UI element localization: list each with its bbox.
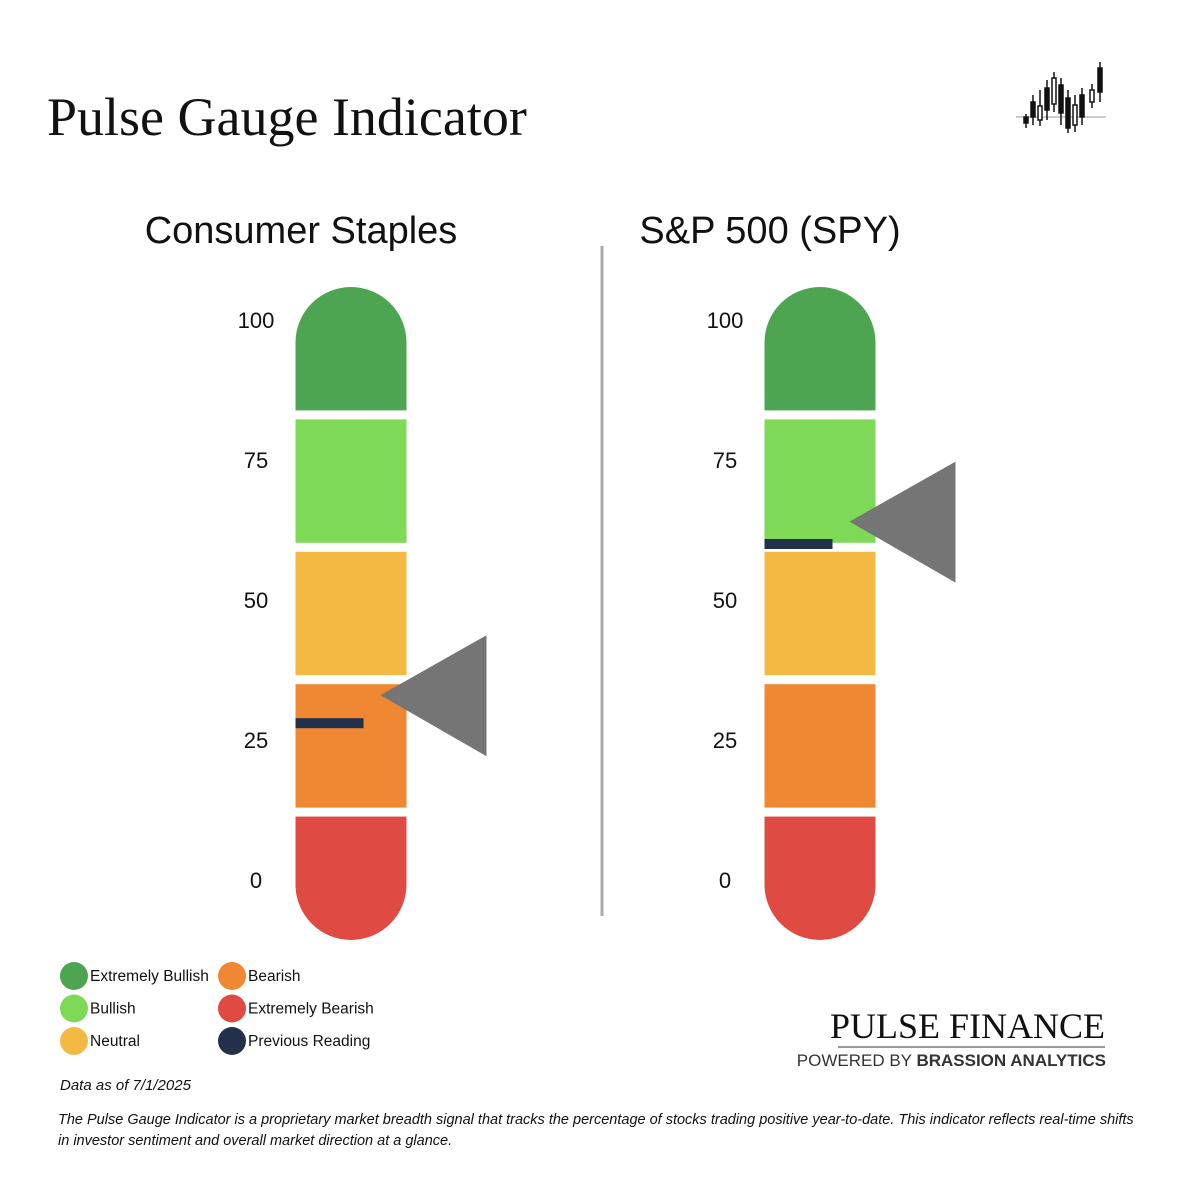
pointer: [380, 635, 487, 757]
legend-swatch: [60, 962, 88, 990]
gauge-band: [764, 551, 876, 676]
legend-label: Bearish: [248, 968, 301, 985]
legend-label: Previous Reading: [248, 1033, 370, 1050]
pointer: [849, 461, 956, 583]
legend-swatch: [218, 1027, 246, 1055]
date-note: Data as of 7/1/2025: [60, 1077, 192, 1094]
gauge-band: [295, 287, 407, 411]
brand: PULSE FINANCE: [830, 1006, 1105, 1046]
legend-swatch: [60, 1027, 88, 1055]
gauge-title: Consumer Staples: [145, 210, 458, 252]
gauge-band: [295, 816, 407, 940]
description-box: The Pulse Gauge Indicator is a proprieta…: [58, 1112, 1134, 1149]
y-tick-label: 100: [707, 308, 744, 333]
gauge-band: [295, 684, 407, 808]
gauge: [295, 287, 407, 940]
powered-by: POWERED BY BRASSION ANALYTICS: [797, 1051, 1106, 1070]
powered-label: POWERED BY: [797, 1051, 912, 1070]
legend-swatch: [218, 962, 246, 990]
legend-swatch: [218, 994, 246, 1023]
logo: [1016, 62, 1106, 133]
gauge-band: [764, 684, 876, 808]
description: The Pulse Gauge Indicator is a proprieta…: [58, 1112, 1134, 1149]
gauge-band: [295, 551, 407, 676]
y-tick-label: 50: [713, 588, 737, 613]
legend-label: Bullish: [90, 1001, 136, 1018]
company: BRASSION ANALYTICS: [916, 1051, 1106, 1070]
page-title: Pulse Gauge Indicator: [47, 87, 527, 147]
legend-label: Extremely Bearish: [248, 1001, 374, 1018]
gauge-band: [295, 419, 407, 543]
y-tick-label: 75: [713, 448, 737, 473]
gauge-title: S&P 500 (SPY): [639, 210, 900, 252]
y-tick-label: 50: [244, 588, 268, 613]
previous-marker: [295, 718, 364, 729]
y-tick-label: 0: [250, 868, 262, 893]
y-tick-label: 75: [244, 448, 268, 473]
gauge-band: [764, 816, 876, 940]
y-tick-label: 100: [238, 308, 275, 333]
legend-label: Extremely Bullish: [90, 968, 209, 985]
legend-label: Neutral: [90, 1033, 140, 1050]
y-tick-label: 25: [244, 728, 268, 753]
legend-swatch: [60, 994, 88, 1023]
y-tick-label: 0: [719, 868, 731, 893]
gauge: [764, 287, 876, 940]
previous-marker: [764, 539, 833, 549]
gauge-band: [764, 287, 876, 411]
y-tick-label: 25: [713, 728, 737, 753]
